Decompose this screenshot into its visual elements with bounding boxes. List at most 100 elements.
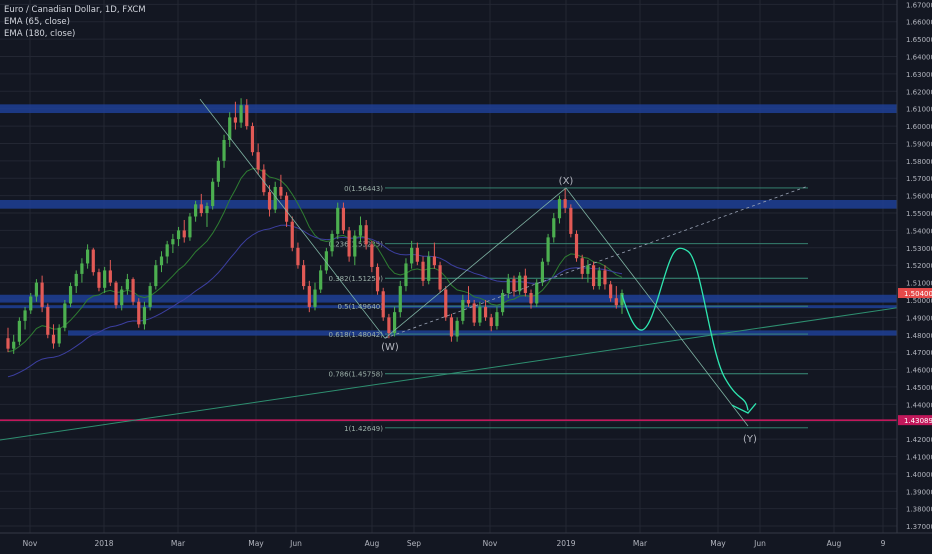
- candle-body: [29, 296, 33, 311]
- candle-body: [165, 244, 169, 257]
- x-tick-label: Jun: [289, 539, 302, 548]
- y-tick-label: 1.40000: [906, 471, 932, 479]
- candle-body: [63, 303, 67, 328]
- candle-body: [535, 282, 539, 304]
- resistance-support-zones: [0, 104, 897, 336]
- ema-65-label: EMA (65, close): [4, 17, 70, 27]
- drawings: (X) (W) (Y): [0, 98, 898, 445]
- candle-body: [620, 293, 624, 306]
- candle-body: [108, 270, 112, 283]
- candle-body: [364, 225, 368, 245]
- candle-body: [489, 317, 493, 327]
- projection-arrowhead: [731, 403, 757, 414]
- chart-legend: Euro / Canadian Dollar, 1D, FXCM EMA (65…: [4, 4, 146, 40]
- price-badge-label: 1.43089: [904, 417, 932, 425]
- y-tick-label: 1.38000: [906, 506, 932, 514]
- candle-body: [410, 247, 414, 264]
- candle-body: [182, 230, 186, 238]
- candle-body: [159, 256, 164, 266]
- candle-body: [57, 327, 61, 344]
- wave-w-line: [199, 98, 386, 339]
- candle-body: [432, 256, 436, 266]
- candle-body: [142, 306, 147, 325]
- candle-body: [341, 207, 346, 231]
- candle-body: [591, 265, 596, 287]
- candle-body: [609, 284, 613, 299]
- candle-body: [205, 206, 209, 214]
- candle-body: [392, 312, 397, 334]
- candle-body: [387, 317, 391, 334]
- candle-body: [580, 258, 584, 274]
- wave-label: (X): [559, 176, 574, 187]
- candle-body: [336, 207, 340, 234]
- x-tick-label: Nov: [483, 539, 498, 548]
- candle-body: [353, 235, 357, 257]
- candle-body: [245, 105, 249, 127]
- candle-body: [125, 279, 129, 290]
- candle-body: [216, 160, 220, 182]
- y-tick-label: 1.65000: [906, 36, 932, 44]
- candle-body: [51, 334, 56, 344]
- rising-trendline: [0, 307, 898, 441]
- y-tick-label: 1.42000: [906, 436, 932, 444]
- candle-body: [398, 286, 402, 313]
- candle-body: [483, 306, 488, 318]
- candle-body: [438, 265, 442, 290]
- candle-body: [501, 293, 505, 313]
- candle-body: [563, 199, 567, 208]
- x-tick-label: Aug: [827, 539, 842, 548]
- y-tick-label: 1.51000: [906, 280, 932, 288]
- candle-body: [302, 265, 306, 287]
- candle-body: [529, 293, 533, 304]
- y-tick-label: 1.56000: [906, 193, 932, 201]
- candle-body: [211, 181, 215, 207]
- price-badge-label: 1.50400: [904, 290, 932, 298]
- y-tick-label: 1.62000: [906, 88, 932, 96]
- candle-body: [137, 301, 141, 325]
- y-tick-label: 1.54000: [906, 227, 932, 235]
- wave-y-line: [565, 187, 749, 427]
- price-axis: 1.67000 1.66000 1.65000 1.64000 1.63000 1.620…: [0, 0, 932, 534]
- candle-body: [574, 233, 579, 259]
- x-tick-label: Mar: [171, 539, 186, 548]
- y-tick-label: 1.61000: [906, 106, 932, 114]
- candle-body: [120, 289, 124, 306]
- candle-body: [273, 186, 277, 210]
- candle-body: [131, 279, 135, 302]
- candle-body: [194, 204, 198, 217]
- candle-body: [267, 192, 272, 210]
- candle-body: [586, 265, 590, 274]
- candle-body: [97, 272, 101, 288]
- x-tick-label: May: [248, 539, 264, 548]
- time-axis: Nov 2018 Mar May Jun Aug Sep Nov 2019 Mar May Jun Au…: [23, 539, 886, 548]
- candle-body: [569, 207, 573, 234]
- symbol-title: Euro / Canadian Dollar, 1D, FXCM: [4, 5, 146, 15]
- candle-body: [455, 320, 459, 337]
- candle-body: [347, 230, 351, 257]
- candle-body: [557, 199, 562, 219]
- candle-body: [540, 261, 545, 283]
- candle-body: [421, 261, 425, 281]
- fib-label: 0.786(1.45758): [329, 371, 384, 379]
- x-tick-label: 9: [881, 539, 886, 548]
- wave-label: (W): [381, 342, 399, 353]
- price-badge: [898, 415, 932, 426]
- candle-body: [461, 299, 465, 321]
- y-tick-label: 1.55000: [906, 210, 932, 218]
- y-tick-label: 1.45000: [906, 384, 932, 392]
- fib-label: 0.618(1.48042): [329, 331, 384, 339]
- candle-body: [85, 249, 90, 264]
- y-tick-label: 1.64000: [906, 54, 932, 62]
- candle-body: [552, 218, 556, 238]
- candle-body: [256, 152, 260, 170]
- candle-body: [330, 233, 334, 252]
- zone-rect: [0, 104, 897, 114]
- y-tick-label: 1.52000: [906, 262, 932, 270]
- candle-body: [506, 279, 510, 294]
- candle-body: [290, 221, 294, 248]
- fib-label: 0.5(1.49640): [337, 303, 383, 311]
- price-badge: [898, 288, 932, 299]
- candle-body: [546, 237, 550, 262]
